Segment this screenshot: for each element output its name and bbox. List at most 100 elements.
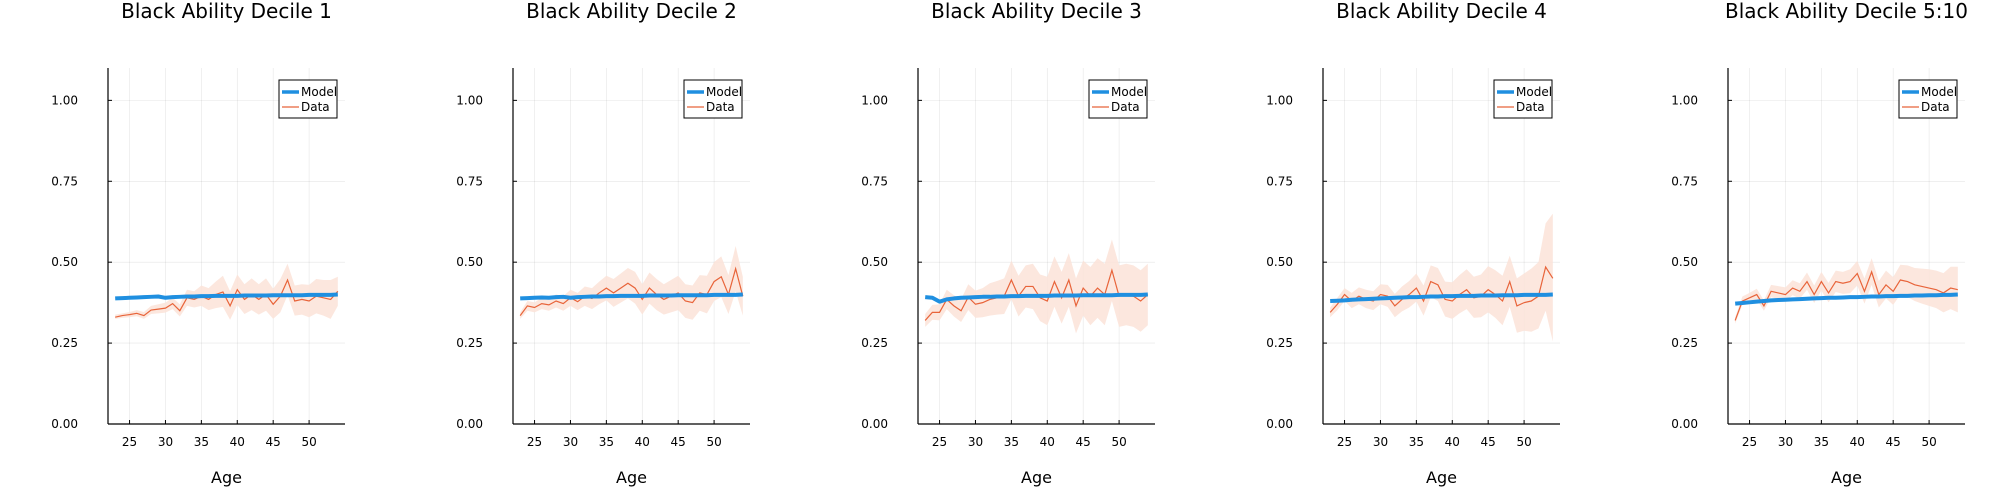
x-tick-label: 25: [1742, 435, 1757, 449]
x-tick-label: 35: [194, 435, 209, 449]
legend-model-label: Model: [1111, 85, 1147, 99]
chart-title: Black Ability Decile 4: [1336, 0, 1547, 23]
legend-box: [1898, 79, 1958, 119]
x-axis-label: Age: [211, 468, 242, 487]
y-tick-label: 0.25: [51, 336, 78, 350]
y-tick-label: 0.00: [1266, 417, 1293, 431]
data-confidence-band: [115, 263, 338, 320]
x-tick-label: 45: [266, 435, 281, 449]
chart-title: Black Ability Decile 2: [526, 0, 737, 23]
x-tick-label: 40: [1040, 435, 1055, 449]
y-tick-label: 0.25: [1671, 336, 1698, 350]
x-tick-label: 35: [1814, 435, 1829, 449]
legend-box: [683, 79, 743, 119]
x-tick-label: 45: [1481, 435, 1496, 449]
data-confidence-band: [1735, 258, 1958, 324]
y-tick-label: 0.00: [1671, 417, 1698, 431]
y-tick-label: 0.75: [1266, 174, 1293, 188]
y-tick-label: 0.75: [456, 174, 483, 188]
model-series-line: [115, 292, 338, 301]
subplot-5: 0.00 0.25 0.50 0.75 1.00 25 30 35 40 45 50 Black Ab…: [1671, 0, 1968, 487]
x-tick-label: 25: [527, 435, 542, 449]
y-tick-label: 0.25: [1266, 336, 1293, 350]
x-tick-label: 30: [1373, 435, 1388, 449]
x-axis-label: Age: [616, 468, 647, 487]
subplot-1: 0.00 0.25 0.50 0.75 1.00 25 30 35 40 45 50 Black Ab…: [51, 0, 345, 487]
legend-data-label: Data: [1516, 100, 1545, 114]
chart-title: Black Ability Decile 5:10: [1725, 0, 1968, 23]
y-tick-label: 0.75: [51, 174, 78, 188]
model-series-line: [520, 292, 743, 301]
x-tick-label: 35: [1409, 435, 1424, 449]
legend-model-label: Model: [301, 85, 337, 99]
data-series-line: [115, 278, 339, 318]
y-tick-label: 0.50: [1266, 255, 1293, 269]
x-tick-label: 50: [1111, 435, 1126, 449]
y-tick-label: 1.00: [1671, 93, 1698, 107]
x-tick-label: 30: [158, 435, 173, 449]
x-tick-label: 25: [1337, 435, 1352, 449]
y-tick-label: 1.00: [456, 93, 483, 107]
y-tick-label: 0.50: [51, 255, 78, 269]
data-confidence-band: [925, 239, 1148, 334]
x-tick-label: 50: [1516, 435, 1531, 449]
x-tick-label: 35: [599, 435, 614, 449]
y-tick-label: 1.00: [1266, 93, 1293, 107]
legend-data-label: Data: [1111, 100, 1140, 114]
legend-box: [1088, 79, 1148, 119]
x-tick-label: 50: [706, 435, 721, 449]
y-tick-label: 0.00: [456, 417, 483, 431]
x-tick-label: 45: [1886, 435, 1901, 449]
x-tick-label: 45: [1076, 435, 1091, 449]
x-tick-label: 40: [1445, 435, 1460, 449]
y-tick-label: 0.50: [456, 255, 483, 269]
x-tick-label: 35: [1004, 435, 1019, 449]
y-tick-label: 0.00: [51, 417, 78, 431]
data-confidence-band: [1330, 213, 1553, 342]
y-tick-label: 0.75: [861, 174, 888, 188]
x-tick-label: 25: [122, 435, 137, 449]
x-tick-label: 45: [671, 435, 686, 449]
model-series-line: [1330, 292, 1553, 304]
x-tick-label: 40: [1850, 435, 1865, 449]
legend-box: [1493, 79, 1553, 119]
y-tick-label: 0.00: [861, 417, 888, 431]
y-tick-label: 0.25: [861, 336, 888, 350]
y-tick-label: 0.50: [861, 255, 888, 269]
x-tick-label: 25: [932, 435, 947, 449]
x-axis-label: Age: [1831, 468, 1862, 487]
legend-model-label: Model: [1516, 85, 1552, 99]
x-axis-label: Age: [1426, 468, 1457, 487]
y-tick-label: 0.50: [1671, 255, 1698, 269]
legend-model-label: Model: [1921, 85, 1957, 99]
y-tick-label: 1.00: [861, 93, 888, 107]
y-tick-label: 0.75: [1671, 174, 1698, 188]
x-tick-label: 40: [230, 435, 245, 449]
data-series-line: [924, 268, 1149, 321]
model-series-line: [1735, 292, 1958, 306]
subplot-4: 0.00 0.25 0.50 0.75 1.00 25 30 35 40 45 50 Black Ab…: [1266, 0, 1560, 487]
data-series-line: [1734, 270, 1958, 321]
legend-box: [278, 79, 338, 119]
subplot-3: 0.00 0.25 0.50 0.75 1.00 25 30 35 40 45 50 Black Ab…: [861, 0, 1155, 487]
model-series-line: [925, 292, 1148, 304]
legend-data-label: Data: [1921, 100, 1950, 114]
x-axis-label: Age: [1021, 468, 1052, 487]
legend-data-label: Data: [301, 100, 330, 114]
data-confidence-band: [520, 246, 743, 320]
x-tick-label: 40: [635, 435, 650, 449]
legend-data-label: Data: [706, 100, 735, 114]
x-tick-label: 30: [563, 435, 578, 449]
x-tick-label: 50: [301, 435, 316, 449]
x-tick-label: 30: [1778, 435, 1793, 449]
y-tick-label: 1.00: [51, 93, 78, 107]
x-tick-label: 50: [1921, 435, 1936, 449]
chart-title: Black Ability Decile 1: [121, 0, 332, 23]
chart-title: Black Ability Decile 3: [931, 0, 1142, 23]
subplot-2: 0.00 0.25 0.50 0.75 1.00 25 30 35 40 45 50 Black Ab…: [456, 0, 750, 487]
